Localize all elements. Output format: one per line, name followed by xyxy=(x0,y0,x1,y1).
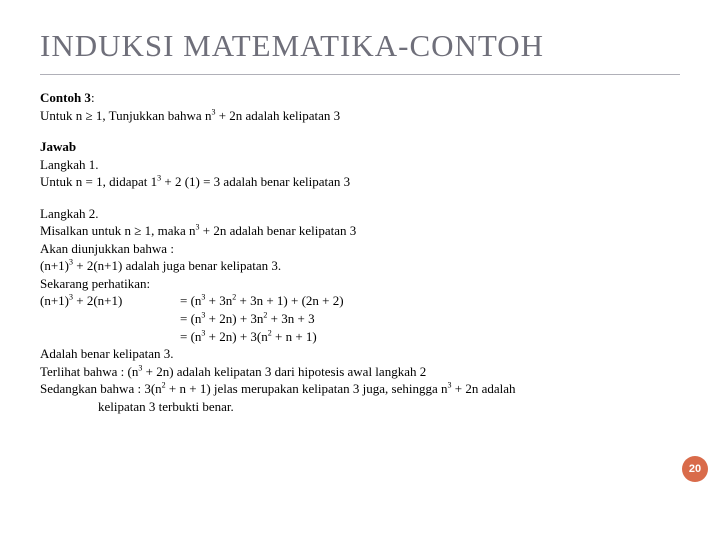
t: = (n xyxy=(180,311,201,326)
l2-line7: Sedangkan bahwa : 3(n2 + n + 1) jelas me… xyxy=(40,380,680,398)
eq-row-3: = (n3 + 2n) + 3(n2 + n + 1) xyxy=(40,328,680,346)
l2-line1: Misalkan untuk n ≥ 1, maka n3 + 2n adala… xyxy=(40,222,680,240)
t: + n + 1) jelas merupakan kelipatan 3 jug… xyxy=(166,381,448,396)
l2-line2: Akan diunjukkan bahwa : xyxy=(40,240,680,258)
langkah1-label: Langkah 1. xyxy=(40,156,680,174)
t: + 2n) adalah kelipatan 3 dari hipotesis … xyxy=(142,364,426,379)
slide-title: INDUKSI MATEMATIKA-CONTOH xyxy=(40,28,680,75)
eq-right: = (n3 + 3n2 + 3n + 1) + (2n + 2) xyxy=(180,292,680,310)
t: + 2n adalah benar kelipatan 3 xyxy=(200,223,357,238)
langkah2-section: Langkah 2. Misalkan untuk n ≥ 1, maka n3… xyxy=(40,205,680,416)
eq-left: (n+1)3 + 2(n+1) xyxy=(40,292,180,310)
page-number-badge: 20 xyxy=(682,456,708,482)
l2-line5: Adalah benar kelipatan 3. xyxy=(40,345,680,363)
jawab-section: Jawab Langkah 1. Untuk n = 1, didapat 13… xyxy=(40,138,680,191)
l2-line8: kelipatan 3 terbukti benar. xyxy=(40,398,680,416)
contoh-line1: Untuk n ≥ 1, Tunjukkan bahwa n3 + 2n ada… xyxy=(40,107,680,125)
l2-line3: (n+1)3 + 2(n+1) adalah juga benar kelipa… xyxy=(40,257,680,275)
t: Untuk n ≥ 1, Tunjukkan bahwa n xyxy=(40,108,211,123)
eq-row-2: = (n3 + 2n) + 3n2 + 3n + 3 xyxy=(40,310,680,328)
t: + 2n adalah kelipatan 3 xyxy=(215,108,340,123)
t: + 2(n+1) adalah juga benar kelipatan 3. xyxy=(73,258,281,273)
t: + n + 1) xyxy=(272,329,317,344)
t: + 2n) + 3n xyxy=(205,311,263,326)
t: = (n xyxy=(180,293,201,308)
t: (n+1) xyxy=(40,258,69,273)
t: + 2 (1) = 3 adalah benar kelipatan 3 xyxy=(161,174,350,189)
contoh-section: Contoh 3: Untuk n ≥ 1, Tunjukkan bahwa n… xyxy=(40,89,680,124)
t: + 2n) + 3(n xyxy=(205,329,267,344)
eq-row-1: (n+1)3 + 2(n+1) = (n3 + 3n2 + 3n + 1) + … xyxy=(40,292,680,310)
slide: INDUKSI MATEMATIKA-CONTOH Contoh 3: Untu… xyxy=(0,0,720,540)
t: + 3n xyxy=(205,293,232,308)
t: Misalkan untuk n ≥ 1, maka n xyxy=(40,223,196,238)
t: + 3n + 3 xyxy=(267,311,314,326)
contoh-label-text: Contoh 3 xyxy=(40,90,91,105)
jawab-label: Jawab xyxy=(40,138,680,156)
langkah2-label: Langkah 2. xyxy=(40,205,680,223)
t: + 2(n+1) xyxy=(73,293,122,308)
l2-line4: Sekarang perhatikan: xyxy=(40,275,680,293)
t: + 3n + 1) + (2n + 2) xyxy=(236,293,343,308)
t: Sedangkan bahwa : 3(n xyxy=(40,381,162,396)
t: = (n xyxy=(180,329,201,344)
langkah1-line: Untuk n = 1, didapat 13 + 2 (1) = 3 adal… xyxy=(40,173,680,191)
t: + 2n adalah xyxy=(451,381,515,396)
t: (n+1) xyxy=(40,293,69,308)
t: Untuk n = 1, didapat 1 xyxy=(40,174,157,189)
l2-line6: Terlihat bahwa : (n3 + 2n) adalah kelipa… xyxy=(40,363,680,381)
contoh-label: Contoh 3: xyxy=(40,89,680,107)
t: Terlihat bahwa : (n xyxy=(40,364,138,379)
body-text: Contoh 3: Untuk n ≥ 1, Tunjukkan bahwa n… xyxy=(40,89,680,415)
